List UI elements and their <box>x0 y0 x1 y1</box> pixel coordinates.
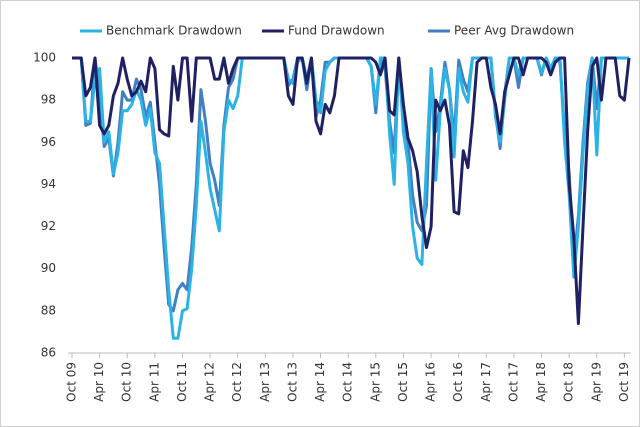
y-tick-label: 94 <box>41 177 56 191</box>
x-tick-label: Apr 15 <box>368 362 382 402</box>
legend-label: Fund Drawdown <box>288 24 385 38</box>
x-tick-label: Apr 18 <box>534 362 548 402</box>
series-line <box>72 56 631 325</box>
x-tick-label: Oct 14 <box>341 362 355 402</box>
x-tick-label: Apr 11 <box>147 362 161 402</box>
x-tick-label: Apr 16 <box>424 362 438 402</box>
x-tick-label: Oct 10 <box>120 362 134 402</box>
x-tick-label: Apr 13 <box>258 362 272 402</box>
x-tick-label: Apr 19 <box>589 362 603 402</box>
y-tick-label: 98 <box>41 93 56 107</box>
legend-label: Peer Avg Drawdown <box>454 24 574 38</box>
y-tick-label: 90 <box>41 261 56 275</box>
x-tick-label: Apr 12 <box>203 362 217 402</box>
x-tick-label: Oct 17 <box>506 362 520 402</box>
legend-label: Benchmark Drawdown <box>106 24 242 38</box>
x-tick-label: Oct 09 <box>65 362 79 402</box>
y-tick-label: 86 <box>41 346 56 360</box>
x-tick-label: Oct 18 <box>562 362 576 402</box>
y-tick-label: 88 <box>41 303 56 317</box>
y-tick-label: 96 <box>41 135 56 149</box>
y-tick-label: 100 <box>33 51 56 65</box>
x-tick-label: Oct 13 <box>285 362 299 402</box>
x-tick-label: Apr 14 <box>313 362 327 402</box>
y-tick-label: 92 <box>41 219 56 233</box>
x-tick-label: Oct 12 <box>230 362 244 402</box>
x-tick-label: Oct 19 <box>617 362 631 402</box>
x-tick-label: Apr 17 <box>479 362 493 402</box>
x-tick-label: Apr 10 <box>92 362 106 402</box>
x-tick-label: Oct 15 <box>396 362 410 402</box>
x-tick-label: Oct 16 <box>451 362 465 402</box>
x-tick-label: Oct 11 <box>175 362 189 402</box>
